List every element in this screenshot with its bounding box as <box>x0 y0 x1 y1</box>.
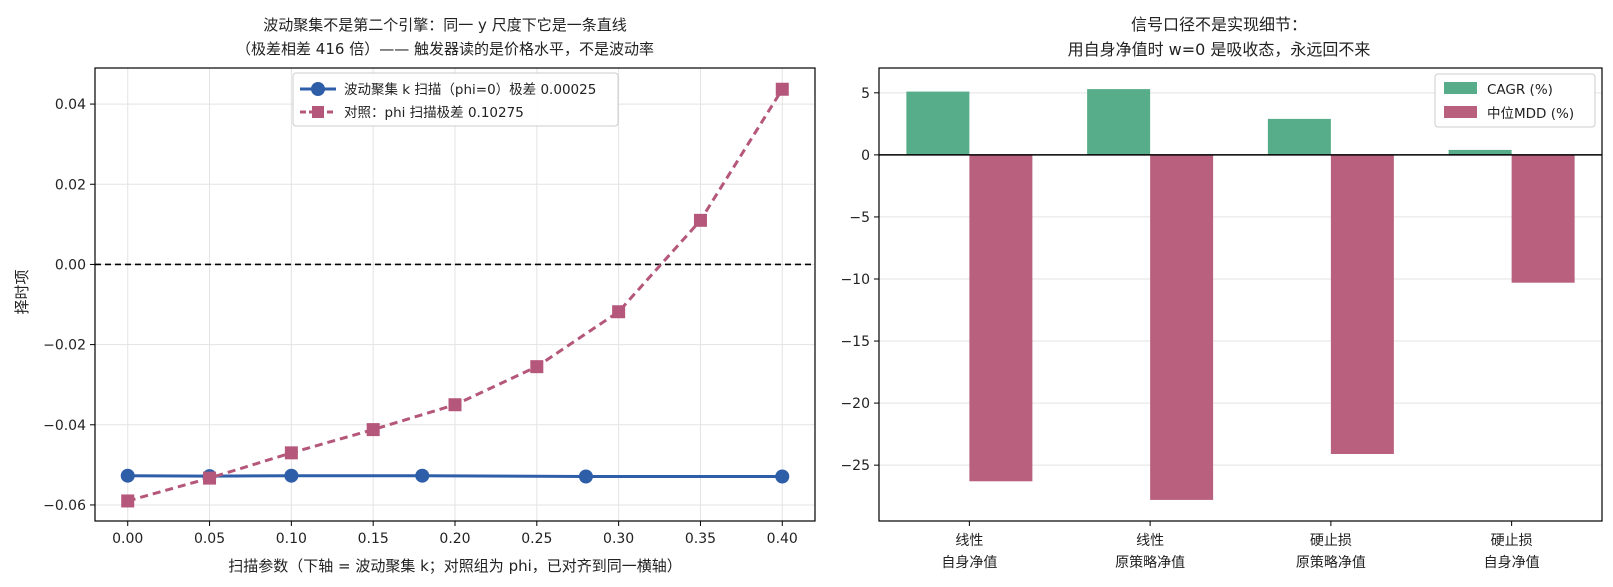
right-x-category-label: 硬止损 <box>1491 533 1533 549</box>
k-scan-data-point <box>775 469 790 484</box>
k-scan-data-point <box>284 468 299 483</box>
left-x-tick-label: 0.25 <box>521 531 552 547</box>
k-scan-series-line <box>127 474 783 479</box>
right-y-tick-label: −5 <box>849 210 870 226</box>
left-tick-group: 0.00 0.05 0.10 0.15 0.20 0.25 0.30 0.35 0.40 −0.0… <box>43 97 798 547</box>
legend-marker-phi-scan <box>312 106 324 118</box>
median-mdd-bar <box>969 154 1033 482</box>
left-line-chart: 波动聚集不是第二个引擎：同一 y 尺度下它是一条直线 （极差相差 416 倍）—… <box>13 16 816 575</box>
cagr-bar <box>1267 118 1331 155</box>
k-scan-data-point <box>415 468 430 483</box>
left-grid <box>95 68 815 521</box>
cagr-bar <box>1448 149 1512 155</box>
left-y-tick-label: −0.06 <box>43 498 86 514</box>
left-y-axis-label: 择时项 <box>13 269 31 314</box>
phi-scan-data-point <box>366 423 380 437</box>
right-y-tick-label: −25 <box>840 458 870 474</box>
right-y-tick-label: −10 <box>840 272 870 288</box>
legend-marker-k-scan <box>311 82 325 96</box>
legend-label-phi-scan: 对照：phi 扫描极差 0.10275 <box>344 105 524 121</box>
phi-scan-data-point <box>121 494 135 508</box>
left-y-tick-label: 0.00 <box>55 257 86 273</box>
median-mdd-bar <box>1511 154 1575 283</box>
right-y-tick-label: −15 <box>840 334 870 350</box>
left-x-axis-label: 扫描参数（下轴 = 波动聚集 k；对照组为 phi，已对齐到同一横轴） <box>228 557 682 575</box>
median-mdd-bar <box>1330 154 1394 454</box>
k-scan-data-point <box>578 469 593 484</box>
right-chart-title: 信号口径不是实现细节： <box>1131 15 1307 34</box>
left-x-tick-label: 0.15 <box>358 531 389 547</box>
legend-label-mdd: 中位MDD (%) <box>1487 106 1574 122</box>
left-x-tick-label: 0.05 <box>194 531 225 547</box>
left-y-tick-label: 0.02 <box>55 177 86 193</box>
phi-scan-data-point <box>775 82 789 96</box>
legend-swatch-mdd <box>1444 106 1477 118</box>
left-chart-title: 波动聚集不是第二个引擎：同一 y 尺度下它是一条直线 <box>263 16 626 34</box>
right-chart-subtitle: 用自身净值时 w=0 是吸收态，永远回不来 <box>1068 40 1371 59</box>
left-legend-box <box>292 72 619 127</box>
right-legend: CAGR (%) 中位MDD (%) <box>1434 73 1596 128</box>
right-y-tick-label: −20 <box>840 396 870 412</box>
cagr-bar <box>906 91 970 155</box>
cagr-bar <box>1087 89 1151 155</box>
median-mdd-bar <box>1150 154 1214 500</box>
left-x-tick-label: 0.40 <box>767 531 798 547</box>
right-x-category-label: 原策略净值 <box>1115 554 1185 571</box>
right-x-category-label: 硬止损 <box>1310 533 1352 549</box>
left-chart-subtitle: （极差相差 416 倍）—— 触发器读的是价格水平，不是波动率 <box>236 40 654 58</box>
right-x-category-label: 自身净值 <box>1484 555 1540 571</box>
left-y-tick-label: −0.02 <box>43 338 86 354</box>
right-x-category-label: 线性 <box>1136 533 1164 549</box>
phi-scan-data-point <box>530 360 544 374</box>
left-y-tick-label: −0.04 <box>43 418 86 434</box>
right-x-category-label: 线性 <box>955 533 983 549</box>
left-x-tick-label: 0.30 <box>603 531 634 547</box>
right-bars-group <box>906 89 1575 500</box>
right-y-tick-label: 0 <box>861 148 870 164</box>
right-bar-chart: 信号口径不是实现细节： 用自身净值时 w=0 是吸收态，永远回不来 5 0 −5 −1… <box>840 15 1603 571</box>
left-y-tick-label: 0.04 <box>55 97 86 113</box>
right-plot-frame <box>878 67 1603 522</box>
legend-label-cagr: CAGR (%) <box>1487 82 1553 98</box>
left-x-tick-label: 0.35 <box>685 531 716 547</box>
phi-scan-data-point <box>203 471 217 485</box>
left-legend: 波动聚集 k 扫描（phi=0）极差 0.00025 对照：phi 扫描极差 0… <box>292 72 619 127</box>
right-x-category-label: 原策略净值 <box>1296 554 1366 571</box>
phi-scan-data-point <box>448 398 462 412</box>
legend-swatch-cagr <box>1444 82 1477 94</box>
right-x-category-label: 自身净值 <box>941 555 997 571</box>
k-scan-data-point <box>120 468 135 483</box>
left-x-tick-label: 0.10 <box>276 531 307 547</box>
left-series-group <box>120 82 790 508</box>
left-x-tick-label: 0.00 <box>112 531 143 547</box>
phi-scan-data-point <box>693 213 707 227</box>
phi-scan-data-point <box>284 446 298 460</box>
legend-label-k-scan: 波动聚集 k 扫描（phi=0）极差 0.00025 <box>344 82 596 98</box>
left-x-tick-label: 0.20 <box>439 531 470 547</box>
right-y-tick-label: 5 <box>861 86 870 102</box>
phi-scan-data-point <box>612 305 626 319</box>
